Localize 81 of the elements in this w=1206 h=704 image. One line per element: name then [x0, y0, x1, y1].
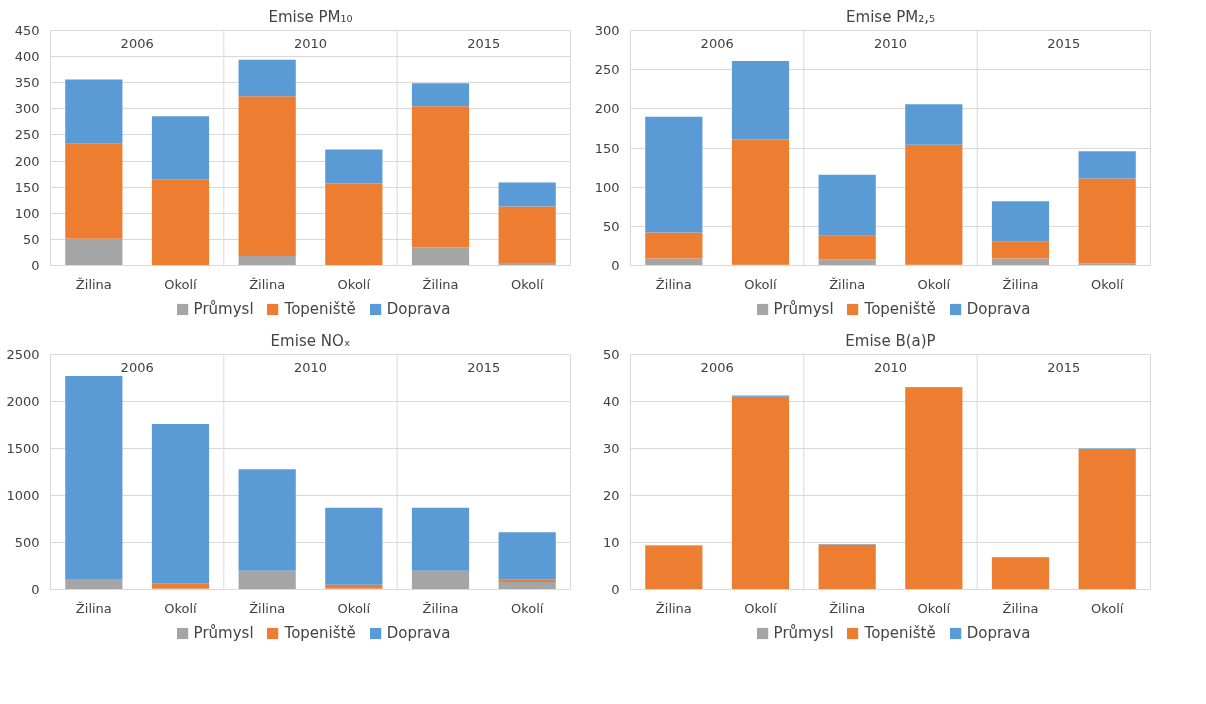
y-tick-label: 2000: [6, 394, 40, 409]
legend-label: Topeniště: [284, 300, 356, 318]
annotation: 2010: [873, 35, 908, 51]
y-tick-label: 350: [14, 75, 40, 91]
x-tick-label: Okolí: [1090, 600, 1124, 616]
x-tick-label: Žilina: [655, 276, 692, 292]
y-tick-label: 0: [611, 258, 620, 273]
x-tick-label: Žilina: [249, 276, 286, 292]
x-tick-label: Žilina: [75, 600, 112, 616]
annotation: 2015: [1047, 359, 1081, 375]
x-tick-label: Okolí: [510, 276, 544, 292]
annotation: 2015: [467, 35, 501, 51]
chart-title: Emise PM₂,₅: [846, 7, 935, 26]
legend-label: Doprava: [966, 624, 1031, 642]
y-tick-label: 150: [594, 140, 620, 156]
x-tick-label: Žilina: [422, 276, 459, 292]
y-tick-label: 250: [14, 127, 40, 143]
y-tick-label: 50: [22, 231, 40, 247]
y-tick-label: 100: [594, 179, 620, 195]
x-tick-label: Okolí: [744, 276, 778, 292]
x-tick-label: Žilina: [1002, 276, 1039, 292]
y-tick-label: 1500: [6, 441, 40, 456]
legend-label: Průmysl: [773, 300, 834, 318]
annotation: 2015: [467, 359, 501, 375]
y-tick-label: 300: [594, 23, 620, 38]
x-tick-label: Žilina: [829, 600, 866, 616]
x-tick-label: Žilina: [249, 600, 286, 616]
annotation: 2010: [293, 359, 328, 375]
x-tick-label: Okolí: [164, 600, 198, 616]
legend-label: Průmysl: [193, 624, 254, 642]
y-tick-label: 30: [602, 441, 620, 456]
x-tick-label: Žilina: [1002, 600, 1039, 616]
legend-label: Doprava: [966, 300, 1031, 318]
legend-label: Topeniště: [284, 624, 356, 642]
y-tick-label: 450: [14, 23, 40, 38]
annotation: 2006: [700, 359, 734, 375]
chart-title: Emise NOₓ: [270, 331, 351, 350]
y-tick-label: 2500: [6, 347, 40, 362]
legend-label: Doprava: [386, 300, 451, 318]
y-tick-label: 0: [31, 582, 40, 597]
chart-title: Emise B(a)P: [845, 331, 936, 350]
legend-label: Doprava: [386, 624, 451, 642]
y-tick-label: 1000: [6, 488, 40, 503]
x-tick-label: Okolí: [744, 600, 778, 616]
chart-title: Emise PM₁₀: [268, 7, 353, 26]
x-tick-label: Okolí: [164, 276, 198, 292]
x-tick-label: Okolí: [337, 600, 371, 616]
x-tick-label: Okolí: [510, 600, 544, 616]
x-tick-label: Žilina: [829, 276, 866, 292]
legend-label: Topeniště: [864, 624, 936, 642]
x-tick-label: Okolí: [917, 600, 951, 616]
legend-label: Topeniště: [864, 300, 936, 318]
annotation: 2006: [700, 35, 734, 51]
y-tick-label: 400: [14, 49, 40, 65]
y-tick-label: 150: [14, 179, 40, 195]
x-tick-label: Okolí: [337, 276, 371, 292]
y-tick-label: 0: [611, 582, 620, 597]
annotation: 2006: [120, 35, 154, 51]
annotation: 2010: [873, 359, 908, 375]
x-tick-label: Žilina: [655, 600, 692, 616]
y-tick-label: 200: [14, 153, 40, 169]
annotation: 2006: [120, 359, 154, 375]
y-tick-label: 10: [602, 535, 620, 550]
y-tick-label: 500: [14, 535, 40, 550]
y-tick-label: 20: [602, 488, 620, 503]
legend-label: Průmysl: [773, 624, 834, 642]
annotation: 2015: [1047, 35, 1081, 51]
x-tick-label: Žilina: [75, 276, 112, 292]
legend-label: Průmysl: [193, 300, 254, 318]
x-tick-label: Okolí: [917, 276, 951, 292]
y-tick-label: 50: [602, 347, 620, 362]
x-tick-label: Žilina: [422, 600, 459, 616]
y-tick-label: 200: [594, 101, 620, 117]
y-tick-label: 300: [14, 101, 40, 117]
y-tick-label: 100: [14, 205, 40, 221]
y-tick-label: 250: [594, 62, 620, 78]
y-tick-label: 40: [602, 394, 620, 409]
x-tick-label: Okolí: [1090, 276, 1124, 292]
annotation: 2010: [293, 35, 328, 51]
y-tick-label: 50: [602, 218, 620, 234]
y-tick-label: 0: [31, 258, 40, 273]
